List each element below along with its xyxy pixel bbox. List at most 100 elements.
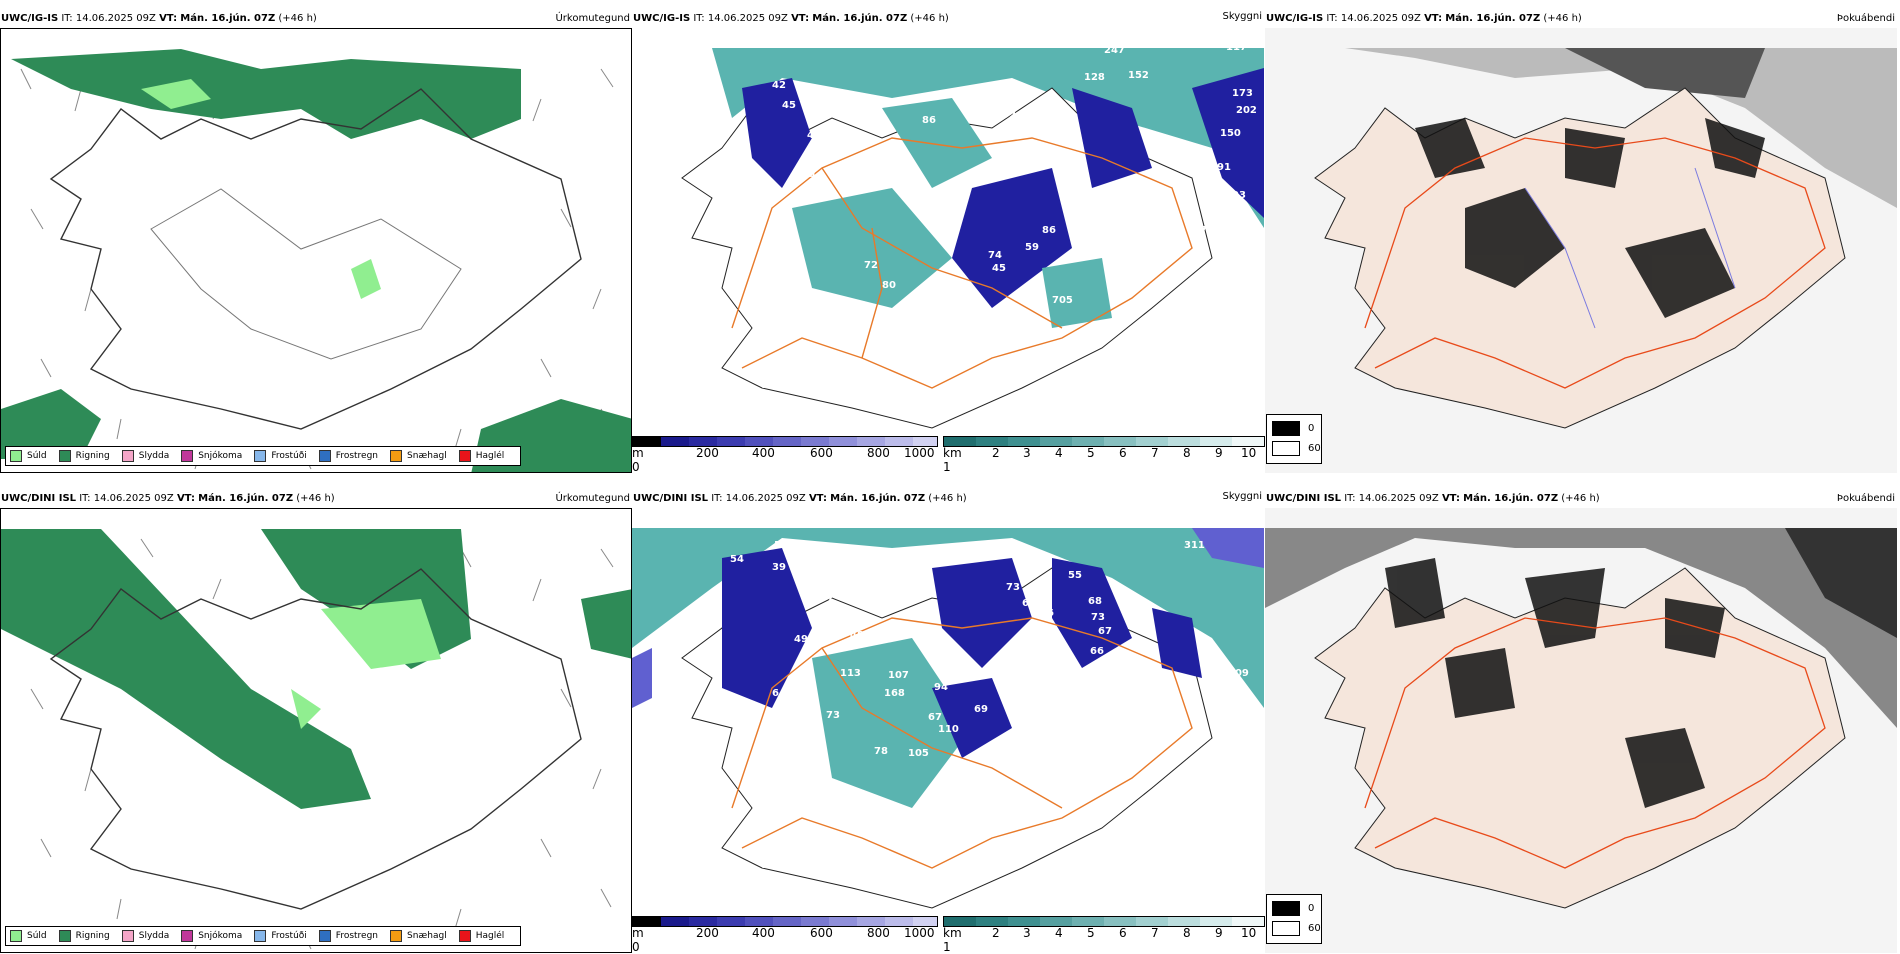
vis-number: 55 <box>1130 750 1144 761</box>
fog-map <box>1265 28 1897 473</box>
visibility-map: 42 45 49 54 63 75 66 86 81 92 117 247 15… <box>632 28 1264 438</box>
vis-number: 93 <box>784 248 798 259</box>
precip-type-legend-2: Súld Rigning Slydda Snjókoma Frostúði Fr… <box>5 926 522 946</box>
vis-number: 63 <box>1022 598 1036 609</box>
vis-number: 52 <box>774 540 788 551</box>
panel-title: Þokuábendi <box>1836 493 1895 504</box>
vis-number: 86 <box>1042 225 1056 236</box>
vis-number: 55 <box>1068 570 1082 581</box>
vis-number: 67 <box>1098 626 1112 637</box>
vis-number: 85 <box>972 323 986 334</box>
vis-number: 78 <box>874 746 888 757</box>
vis-number: 705 <box>1052 295 1073 306</box>
precip-type-legend: Súld Rigning Slydda Snjókoma Frostúði Fr… <box>5 446 522 466</box>
vis-number: 311 <box>1184 540 1205 551</box>
vis-number: 80 <box>882 280 896 291</box>
vis-number: 202 <box>1236 105 1257 116</box>
vis-number: 45 <box>782 100 796 111</box>
visibility-map-2: 52 54 39 37 49 48 113 64 73 107 168 94 6… <box>632 508 1264 918</box>
vis-number: 38 <box>852 300 866 311</box>
row2-visibility-panel: UWC/DINI ISL IT: 14.06.2025 09Z VT: Mán.… <box>632 490 1264 952</box>
panel-title: Úrkomutegund <box>555 493 630 504</box>
vis-number: 69 <box>974 704 988 715</box>
panel-title: Úrkomutegund <box>555 13 630 24</box>
fog-legend-row2: 0 60 <box>1266 894 1322 944</box>
vis-number: 68 <box>1088 596 1102 607</box>
precip-map-svg-2 <box>1 509 631 952</box>
visibility-colorbar-row2: km 1 2 3 4 5 6 7 8 9 10 <box>943 916 1265 954</box>
ceiling-colorbar-row2: m 0 200 400 600 800 1000 <box>632 916 938 954</box>
vis-number: 67 <box>928 712 942 723</box>
vis-number: 54 <box>802 170 816 181</box>
vis-number: 150 <box>1220 128 1241 139</box>
precip-map: Súld Rigning Slydda Snjókoma Frostúði Fr… <box>0 508 632 953</box>
vis-number: 48 <box>850 630 864 641</box>
ceiling-colorbar-row1: m 0 200 400 600 800 1000 <box>632 436 938 474</box>
vis-number: 39 <box>772 562 786 573</box>
row1-precip-panel: UWC/IG-IS IT: 14.06.2025 09Z VT: Mán. 16… <box>0 10 632 473</box>
vis-number: 73 <box>1006 582 1020 593</box>
vis-number: 110 <box>938 724 959 735</box>
row1-ceiling-panel: UWC/IG-IS IT: 14.06.2025 09Z VT: Mán. 16… <box>1265 10 1897 473</box>
row1-ceiling-header: UWC/IG-IS IT: 14.06.2025 09Z VT: Mán. 16… <box>1265 10 1897 28</box>
fog-legend-row1: 0 60 <box>1266 414 1322 464</box>
vis-number: 84 <box>1204 188 1218 199</box>
vis-number: 63 <box>802 185 816 196</box>
row2-precip-panel: UWC/DINI ISL IT: 14.06.2025 09Z VT: Mán.… <box>0 490 632 953</box>
row2-ceiling-header: UWC/DINI ISL IT: 14.06.2025 09Z VT: Mán.… <box>1265 490 1897 508</box>
visibility-numbers: 42 45 49 54 63 75 66 86 81 92 117 247 15… <box>732 42 1257 376</box>
vis-number: 113 <box>840 668 861 679</box>
vis-number: 173 <box>1232 88 1253 99</box>
vis-number: 57 <box>1116 768 1130 779</box>
vis-number: 73 <box>1091 612 1105 623</box>
model-name: UWC/IG-IS <box>1 13 59 24</box>
row1-visibility-panel: UWC/IG-IS IT: 14.06.2025 09Z VT: Mán. 16… <box>632 10 1264 472</box>
precip-map-svg <box>1 29 631 472</box>
vis-number: 64 <box>772 688 786 699</box>
vis-number: 49 <box>794 634 808 645</box>
fog-map-2 <box>1265 508 1897 953</box>
row1-precip-header: UWC/IG-IS IT: 14.06.2025 09Z VT: Mán. 16… <box>0 10 632 28</box>
vis-number: 128 <box>1084 72 1105 83</box>
row2-precip-header: UWC/DINI ISL IT: 14.06.2025 09Z VT: Mán.… <box>0 490 632 508</box>
vis-number: 88 <box>1200 170 1214 181</box>
valid-time: Mán. 16.jún. 07Z <box>180 13 276 24</box>
vis-number: 77 <box>1200 225 1214 236</box>
vis-number: 91 <box>1217 162 1231 173</box>
vis-number: 72 <box>864 260 878 271</box>
vis-number: 247 <box>1104 45 1125 56</box>
vis-number: 76 <box>1040 608 1054 619</box>
vis-number: 109 <box>1228 668 1249 679</box>
vis-number: 66 <box>1090 646 1104 657</box>
vis-number: 168 <box>884 688 905 699</box>
panel-title: Skyggni <box>1222 491 1262 502</box>
row1-visibility-header: UWC/IG-IS IT: 14.06.2025 09Z VT: Mán. 16… <box>632 10 1264 28</box>
panel-title: Skyggni <box>1222 11 1262 22</box>
precip-map: Súld Rigning Slydda Snjókoma Frostúði Fr… <box>0 28 632 473</box>
iceland-visibility <box>681 78 1213 429</box>
vis-number: 92 <box>1002 110 1016 121</box>
roads <box>731 137 1193 389</box>
visibility-numbers-2: 52 54 39 37 49 48 113 64 73 107 168 94 6… <box>730 540 1249 779</box>
vis-number: 93 <box>1232 190 1246 201</box>
vis-number: 73 <box>826 710 840 721</box>
fog-map-svg-2 <box>1265 508 1897 953</box>
vis-number: 94 <box>934 682 948 693</box>
vis-number: 152 <box>1128 70 1149 81</box>
vis-number: 42 <box>772 80 786 91</box>
row2-visibility-header: UWC/DINI ISL IT: 14.06.2025 09Z VT: Mán.… <box>632 490 1264 508</box>
vis-number: 107 <box>888 670 909 681</box>
vis-number: 81 <box>892 160 906 171</box>
vis-number: 59 <box>1008 757 1022 768</box>
vis-number: 119 <box>1078 766 1099 777</box>
vis-number: 86 <box>922 115 936 126</box>
vis-number: 74 <box>988 250 1002 261</box>
visibility-map-svg: 42 45 49 54 63 75 66 86 81 92 117 247 15… <box>632 28 1264 438</box>
vis-number: 125 <box>1228 704 1249 715</box>
visibility-colorbar-row1: km 1 2 3 4 5 6 7 8 9 10 <box>943 436 1265 474</box>
lead-time: (+46 h) <box>278 13 317 24</box>
vis-number: 105 <box>908 748 929 759</box>
vis-number: 45 <box>992 263 1006 274</box>
row2-ceiling-panel: UWC/DINI ISL IT: 14.06.2025 09Z VT: Mán.… <box>1265 490 1897 953</box>
vis-number: 75 <box>732 135 746 146</box>
